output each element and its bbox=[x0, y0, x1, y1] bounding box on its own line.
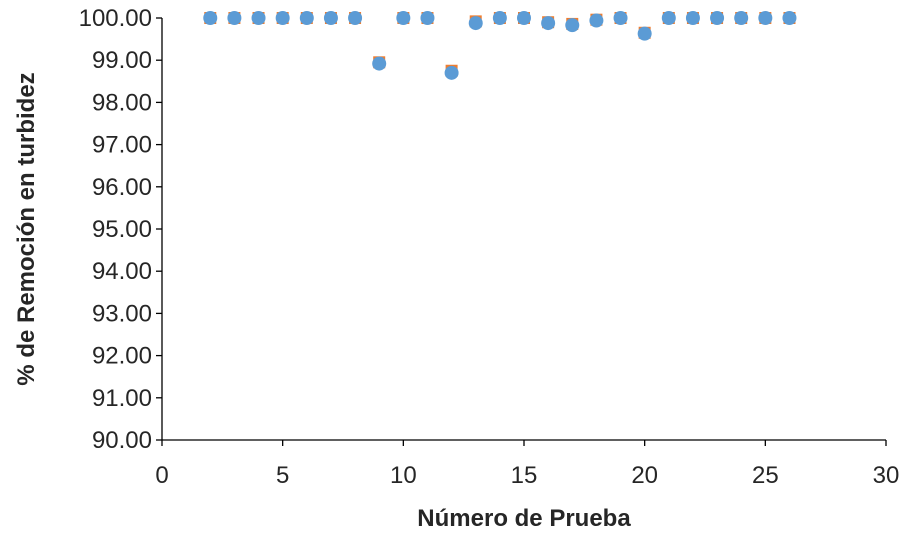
data-point-circle bbox=[710, 11, 725, 25]
x-tick-label: 20 bbox=[631, 462, 658, 489]
data-point-circle bbox=[468, 16, 483, 31]
y-tick-label: 95.00 bbox=[92, 216, 152, 243]
data-point-circle bbox=[420, 11, 435, 25]
y-tick-label: 99.00 bbox=[92, 47, 152, 74]
data-points bbox=[203, 11, 797, 80]
data-point-circle bbox=[323, 11, 338, 25]
data-point-circle bbox=[203, 11, 218, 25]
x-tick-label: 0 bbox=[155, 462, 168, 489]
data-point-circle bbox=[251, 11, 266, 25]
data-point-circle bbox=[782, 11, 797, 25]
data-point-circle bbox=[372, 56, 387, 71]
data-point-circle bbox=[444, 65, 459, 80]
x-tick-label: 5 bbox=[276, 462, 289, 489]
x-tick-label: 10 bbox=[390, 462, 417, 489]
data-point-circle bbox=[613, 11, 628, 25]
y-tick-label: 90.00 bbox=[92, 427, 152, 454]
data-point-circle bbox=[227, 11, 242, 25]
data-point-circle bbox=[565, 18, 580, 33]
data-point-circle bbox=[275, 11, 290, 25]
data-point-circle bbox=[299, 11, 314, 25]
data-point-circle bbox=[396, 11, 411, 25]
axes bbox=[161, 18, 886, 441]
data-point-circle bbox=[758, 11, 773, 25]
y-tick-label: 100.00 bbox=[79, 5, 152, 32]
y-axis-title: % de Remoción en turbidez bbox=[13, 72, 40, 385]
data-point-circle bbox=[734, 11, 749, 25]
data-point-circle bbox=[517, 11, 531, 25]
y-tick-label: 96.00 bbox=[92, 174, 152, 201]
x-tick-label: 15 bbox=[511, 462, 538, 489]
y-tick-label: 91.00 bbox=[92, 385, 152, 412]
y-tick-label: 92.00 bbox=[92, 343, 152, 370]
data-point-circle bbox=[637, 26, 652, 41]
x-tick-label: 25 bbox=[752, 462, 779, 489]
y-tick-label: 93.00 bbox=[92, 300, 152, 327]
x-axis-title: Número de Prueba bbox=[417, 505, 631, 532]
data-point-circle bbox=[492, 11, 507, 25]
x-tick-labels: 0 5 10 15 20 25 30 bbox=[155, 462, 899, 489]
tick-marks bbox=[156, 17, 887, 446]
data-point-circle bbox=[348, 11, 363, 25]
x-tick-label: 30 bbox=[873, 462, 900, 489]
y-tick-label: 97.00 bbox=[92, 132, 152, 159]
y-tick-labels: 90.00 91.00 92.00 93.00 94.00 95.00 96.00 97.00… bbox=[79, 5, 152, 454]
data-point-circle bbox=[685, 11, 700, 25]
data-point-circle bbox=[661, 11, 676, 25]
y-tick-label: 98.00 bbox=[92, 89, 152, 116]
y-tick-label: 94.00 bbox=[92, 258, 152, 285]
data-point-circle bbox=[589, 13, 604, 28]
data-point-circle bbox=[541, 16, 556, 31]
